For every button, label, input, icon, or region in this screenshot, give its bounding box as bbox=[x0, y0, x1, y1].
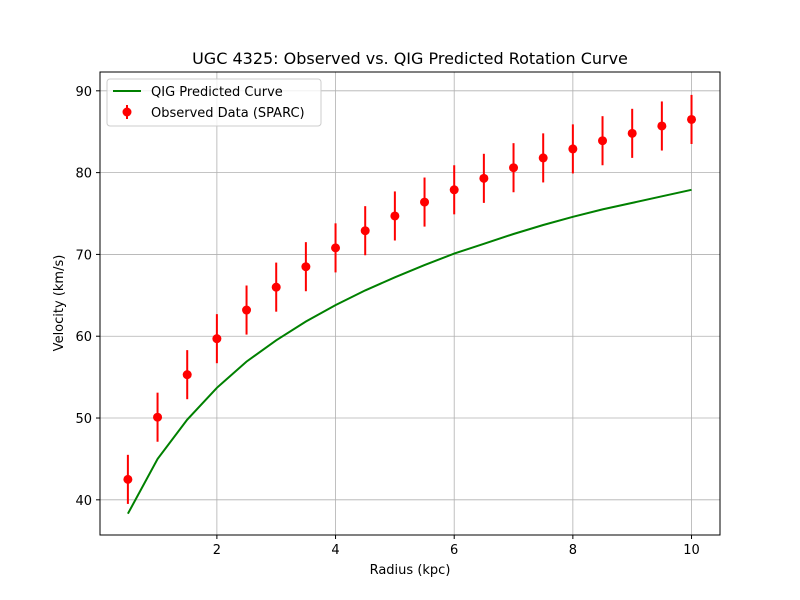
y-tick-label: 80 bbox=[75, 167, 92, 182]
x-tick-label: 4 bbox=[331, 543, 339, 558]
y-tick-label: 70 bbox=[75, 248, 92, 263]
observed-data-point bbox=[627, 128, 637, 138]
legend-marker-swatch bbox=[122, 107, 132, 117]
x-tick-label: 8 bbox=[569, 543, 577, 558]
observed-data-point bbox=[687, 114, 697, 124]
chart-title: UGC 4325: Observed vs. QIG Predicted Rot… bbox=[192, 49, 628, 68]
x-tick-label: 2 bbox=[213, 543, 221, 558]
legend-entry-observed: Observed Data (SPARC) bbox=[151, 106, 305, 121]
plot-area-frame bbox=[99, 71, 721, 536]
observed-data-point bbox=[598, 136, 608, 146]
legend: QIG Predicted Curve Observed Data (SPARC… bbox=[106, 78, 322, 127]
legend-entry-predicted: QIG Predicted Curve bbox=[151, 85, 283, 100]
x-tick-label: 6 bbox=[450, 543, 458, 558]
x-tick-label: 10 bbox=[683, 543, 700, 558]
legend-box bbox=[106, 78, 322, 127]
observed-data-point bbox=[420, 197, 430, 207]
grid bbox=[100, 72, 720, 535]
observed-data-point bbox=[390, 211, 400, 221]
y-tick-label: 40 bbox=[75, 494, 92, 509]
observed-data-point bbox=[212, 334, 222, 344]
plot-series bbox=[123, 94, 697, 515]
observed-data-point bbox=[568, 144, 578, 154]
observed-data-point bbox=[449, 185, 459, 195]
y-axis-label: Velocity (km/s) bbox=[52, 255, 67, 352]
observed-data-point bbox=[242, 305, 252, 315]
observed-data-point bbox=[360, 226, 370, 236]
observed-data-point bbox=[479, 173, 489, 183]
observed-data-point bbox=[123, 474, 133, 484]
observed-data-point bbox=[271, 282, 281, 292]
observed-data-point bbox=[538, 153, 548, 163]
observed-data-point bbox=[509, 163, 519, 173]
y-tick-label: 90 bbox=[75, 85, 92, 100]
observed-data-point bbox=[182, 370, 192, 380]
observed-data-point bbox=[657, 121, 667, 131]
x-axis-label: Radius (kpc) bbox=[370, 563, 451, 578]
y-tick-label: 60 bbox=[75, 330, 92, 345]
predicted-curve-line bbox=[127, 188, 692, 515]
observed-data-point bbox=[331, 243, 341, 253]
y-tick-label: 50 bbox=[75, 412, 92, 427]
observed-data-point bbox=[301, 262, 311, 272]
observed-data-point bbox=[153, 412, 163, 422]
axis-ticks: 2 4 6 8 10 40 50 60 70 80 90 bbox=[75, 85, 699, 558]
